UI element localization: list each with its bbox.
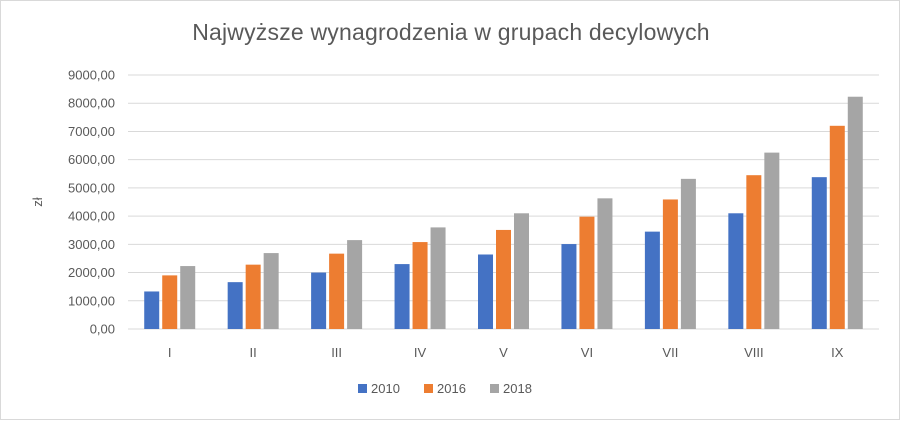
chart-title: Najwyższe wynagrodzenia w grupach decylo… (192, 19, 710, 45)
y-tick-label: 8000,00 (68, 96, 115, 111)
bar-2010-VII (644, 231, 660, 329)
x-tick-label: II (250, 345, 257, 360)
bar-2018-III (347, 240, 363, 329)
bar-2018-VI (597, 198, 613, 329)
bar-2010-IV (394, 264, 410, 329)
bar-2018-IX (847, 96, 863, 329)
bar-2016-III (329, 253, 345, 329)
bar-2010-V (478, 254, 493, 329)
bar-2016-II (245, 264, 261, 329)
x-tick-label: V (499, 345, 508, 360)
bar-2010-VIII (728, 213, 744, 329)
y-tick-label: 3000,00 (68, 237, 115, 252)
bar-2018-V (514, 213, 529, 329)
legend-label-2016: 2016 (437, 381, 466, 396)
bar-2010-III (311, 272, 327, 329)
bar-2016-IV (412, 242, 428, 329)
y-tick-label: 6000,00 (68, 152, 115, 167)
y-tick-label: 5000,00 (68, 180, 115, 195)
y-tick-label: 1000,00 (68, 293, 115, 308)
bar-2016-VIII (746, 175, 762, 329)
x-tick-label: VIII (744, 345, 764, 360)
bar-2018-VIII (764, 152, 780, 329)
bar-2018-IV (430, 227, 446, 329)
bar-2010-II (227, 282, 243, 329)
bar-2016-IX (829, 125, 845, 329)
bar-2010-VI (561, 244, 577, 329)
legend-label-2010: 2010 (371, 381, 400, 396)
x-tick-label: IV (414, 345, 427, 360)
legend-swatch-2010 (358, 384, 367, 393)
x-tick-label: I (168, 345, 172, 360)
legend-swatch-2018 (490, 384, 499, 393)
bar-2010-IX (811, 177, 827, 329)
x-tick-label: VII (662, 345, 678, 360)
bar-2018-II (263, 253, 279, 329)
y-tick-label: 2000,00 (68, 265, 115, 280)
bar-2016-VII (662, 199, 678, 329)
x-tick-label: III (331, 345, 342, 360)
y-axis-label: zł (30, 197, 45, 207)
bar-2016-I (162, 275, 178, 329)
y-tick-label: 9000,00 (68, 68, 115, 83)
x-tick-label: VI (581, 345, 593, 360)
bar-2018-VII (680, 178, 696, 329)
bar-2018-I (180, 266, 196, 329)
y-tick-label: 7000,00 (68, 124, 115, 139)
x-tick-label: IX (831, 345, 844, 360)
y-tick-label: 0,00 (90, 322, 115, 337)
bar-2016-VI (579, 216, 595, 329)
y-tick-label: 4000,00 (68, 209, 115, 224)
legend-label-2018: 2018 (503, 381, 532, 396)
bar-2016-V (496, 229, 511, 329)
legend-swatch-2016 (424, 384, 433, 393)
bar-2010-I (144, 291, 160, 329)
